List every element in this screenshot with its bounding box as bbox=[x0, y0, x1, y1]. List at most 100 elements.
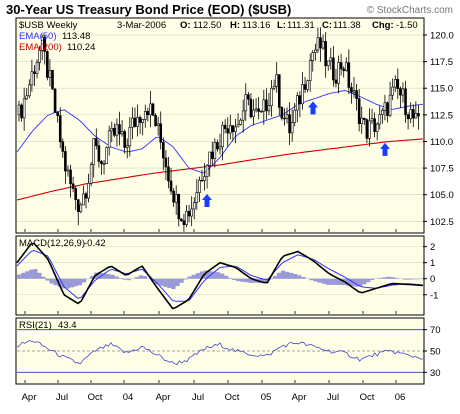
macd-histogram-bar bbox=[406, 278, 412, 280]
macd-histogram-bar bbox=[183, 278, 188, 280]
price-bar bbox=[265, 99, 268, 112]
macd-line-path bbox=[16, 242, 424, 310]
price-bar bbox=[252, 109, 255, 118]
price-bar bbox=[247, 94, 250, 100]
price-bar bbox=[249, 98, 253, 118]
macd-histogram-bar bbox=[17, 274, 22, 279]
price-bar bbox=[350, 87, 353, 93]
price-bar bbox=[136, 117, 139, 127]
price-bar bbox=[241, 110, 245, 121]
ema200-legend-name: EMA(200) bbox=[19, 42, 62, 53]
macd-histogram-bar bbox=[65, 278, 70, 289]
macd-histogram-bar bbox=[378, 277, 383, 279]
macd-histogram-bar bbox=[236, 278, 241, 282]
macd-histogram-bar bbox=[33, 269, 38, 279]
buy-arrows bbox=[202, 101, 390, 208]
macd-histogram-bar bbox=[53, 278, 58, 286]
macd-lines bbox=[16, 242, 424, 310]
price-bar bbox=[143, 111, 147, 120]
macd-histogram-bar bbox=[370, 278, 375, 280]
price-bar bbox=[311, 52, 315, 61]
price-bar bbox=[293, 109, 297, 123]
macd-axis: 2 1 0 -1 bbox=[423, 242, 438, 301]
price-bar bbox=[378, 114, 382, 125]
price-bar bbox=[223, 124, 227, 129]
price-bar bbox=[64, 151, 67, 172]
price-bar bbox=[332, 57, 335, 81]
price-bar bbox=[316, 37, 320, 51]
price-bar bbox=[381, 110, 384, 115]
macd-histogram-bar bbox=[114, 276, 119, 279]
price-bar bbox=[391, 86, 394, 96]
macd-histogram-bar bbox=[321, 278, 326, 284]
quote-high-label: H: bbox=[230, 20, 240, 31]
ema200-legend-value: 110.24 bbox=[67, 42, 95, 53]
macd-histogram-bar bbox=[195, 273, 200, 279]
price-bar bbox=[285, 114, 289, 119]
price-bar bbox=[185, 211, 188, 225]
rsi-value: 43.4 bbox=[58, 320, 77, 331]
quote-open-label: O: bbox=[180, 20, 191, 31]
price-bar bbox=[149, 103, 152, 116]
x-tick-label: Jul bbox=[327, 392, 339, 403]
price-bar bbox=[306, 80, 309, 90]
price-bar bbox=[399, 88, 402, 96]
price-tick-label: 102.5 bbox=[430, 217, 454, 228]
macd-histogram-bar bbox=[402, 278, 407, 280]
price-tick-label: 105.0 bbox=[430, 190, 454, 201]
buy-arrow-icon bbox=[380, 142, 390, 156]
macd-histogram-bar bbox=[159, 278, 164, 286]
price-bar bbox=[414, 113, 418, 119]
macd-histogram-bar bbox=[289, 272, 294, 279]
price-bar bbox=[182, 220, 186, 225]
ema50-legend-name: EMA(50) bbox=[19, 31, 56, 42]
macd-histogram-bar bbox=[21, 272, 26, 279]
price-bar bbox=[69, 169, 72, 185]
price-tick-label: 117.5 bbox=[430, 57, 453, 68]
macd-histogram-bar bbox=[353, 278, 359, 287]
price-bar bbox=[301, 84, 304, 105]
x-tick-label: 06 bbox=[395, 392, 406, 403]
macd-histogram-bar bbox=[276, 272, 282, 279]
buy-arrow-icon bbox=[308, 101, 318, 115]
macd-histogram-bar bbox=[90, 275, 95, 279]
price-bar bbox=[409, 109, 412, 120]
price-bar bbox=[53, 88, 57, 113]
price-bar bbox=[321, 41, 325, 49]
macd-histogram-bar bbox=[284, 271, 290, 279]
price-bar bbox=[25, 95, 29, 100]
price-bar bbox=[236, 124, 240, 128]
price-bar bbox=[396, 79, 400, 89]
macd-histogram-bar bbox=[155, 278, 160, 285]
macd-histogram-bar bbox=[57, 278, 62, 287]
price-bar bbox=[404, 88, 407, 116]
price-bar bbox=[56, 112, 59, 116]
price-bar bbox=[105, 147, 108, 165]
price-bar bbox=[277, 74, 281, 108]
price-bar bbox=[174, 194, 178, 203]
macd-histogram-bar bbox=[163, 278, 168, 287]
x-tick-label: Oct bbox=[225, 392, 240, 403]
price-bar bbox=[82, 193, 85, 206]
price-bar bbox=[231, 125, 235, 133]
price-bar bbox=[383, 102, 387, 111]
price-bar bbox=[113, 128, 116, 136]
macd-histogram-bar bbox=[191, 274, 196, 279]
macd-histogram-bar bbox=[98, 272, 103, 279]
rsi-gridlines bbox=[17, 329, 423, 373]
price-bar bbox=[51, 70, 54, 90]
quote-chg: -1.50 bbox=[396, 20, 418, 31]
quote-close: 111.38 bbox=[333, 20, 361, 31]
macd-histogram-bar bbox=[211, 271, 217, 279]
macd-histogram-bar bbox=[126, 278, 131, 281]
macd-histogram-bar bbox=[41, 276, 46, 279]
price-bar bbox=[254, 108, 258, 111]
price-bar bbox=[169, 180, 173, 192]
price-bar bbox=[208, 151, 211, 166]
price-bar bbox=[35, 62, 39, 74]
price-bar bbox=[43, 36, 47, 52]
macd-histogram-bar bbox=[69, 278, 75, 288]
macd-histogram-bar bbox=[122, 278, 127, 280]
price-bar bbox=[339, 62, 343, 70]
price-bar bbox=[87, 183, 90, 199]
